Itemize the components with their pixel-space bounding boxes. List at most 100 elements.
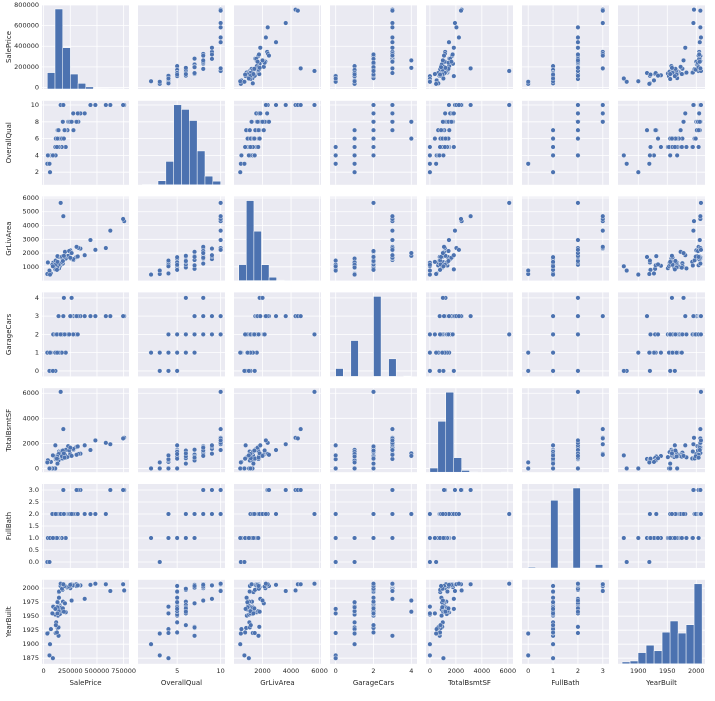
scatter-point	[298, 426, 304, 432]
scatter-point	[218, 228, 224, 234]
histogram-bar	[437, 421, 447, 473]
scatter-point	[311, 102, 317, 108]
scatter-point	[54, 267, 60, 273]
scatter-point	[667, 465, 673, 471]
scatter-point	[165, 368, 171, 374]
scatter-point	[283, 20, 289, 26]
scatter-point	[174, 619, 180, 625]
scatter-point	[58, 331, 64, 337]
scatter-point	[451, 266, 457, 272]
x-tick-label: 2	[576, 667, 580, 675]
scatter-point	[66, 331, 72, 337]
histogram-bar	[693, 583, 703, 665]
scatter-point	[45, 152, 51, 158]
scatter-point	[107, 313, 113, 319]
scatter-point	[525, 350, 531, 356]
y-tick-label: 0	[35, 367, 39, 375]
scatter-point	[506, 200, 512, 206]
histogram-bar	[685, 624, 695, 665]
scatter-point	[653, 253, 659, 259]
scatter-point	[61, 450, 67, 456]
scatter-point	[266, 452, 272, 458]
scatter-point	[506, 331, 512, 337]
panel	[426, 100, 513, 185]
scatter-point	[655, 535, 661, 541]
scatter-point	[550, 606, 556, 612]
scatter-point	[371, 68, 377, 74]
scatter-point	[646, 271, 652, 277]
scatter-point	[550, 259, 556, 265]
scatter-point	[458, 8, 464, 14]
scatter-point	[575, 24, 581, 30]
scatter-point	[697, 426, 703, 432]
panel-background	[522, 388, 609, 473]
scatter-point	[87, 582, 93, 588]
scatter-point	[575, 200, 581, 206]
panel	[330, 292, 417, 377]
scatter-point	[260, 598, 266, 604]
scatter-point	[192, 535, 198, 541]
scatter-point	[174, 262, 180, 268]
scatter-point	[74, 244, 80, 250]
scatter-point	[667, 259, 673, 265]
scatter-point	[200, 250, 206, 256]
scatter-point	[445, 258, 451, 264]
scatter-point	[698, 34, 704, 40]
scatter-point	[209, 246, 215, 252]
scatter-point	[54, 610, 60, 616]
scatter-point	[427, 152, 433, 158]
scatter-point	[283, 487, 289, 493]
scatter-point	[456, 511, 462, 517]
x-tick-label: 4000	[283, 667, 300, 675]
scatter-point	[389, 633, 395, 639]
scatter-point	[669, 450, 675, 456]
scatter-point	[218, 447, 224, 453]
scatter-point	[445, 331, 451, 337]
scatter-point	[46, 465, 52, 471]
x-tick-label: 4000	[474, 667, 491, 675]
scatter-point	[352, 264, 358, 270]
histogram-bar	[149, 183, 159, 186]
scatter-point	[624, 268, 630, 274]
scatter-point	[550, 350, 556, 356]
scatter-point	[250, 80, 256, 86]
scatter-point	[249, 119, 255, 125]
scatter-point	[690, 535, 696, 541]
panel	[618, 388, 705, 473]
panel-background	[522, 5, 609, 89]
scatter-point	[92, 437, 98, 443]
scatter-point	[183, 535, 189, 541]
scatter-point	[157, 268, 163, 274]
scatter-point	[550, 655, 556, 661]
scatter-point	[575, 331, 581, 337]
scatter-point	[165, 80, 171, 86]
scatter-point	[263, 581, 269, 587]
scatter-point	[62, 455, 68, 461]
scatter-point	[352, 619, 358, 625]
scatter-point	[61, 136, 67, 142]
panel	[234, 484, 321, 568]
panel	[138, 196, 225, 281]
scatter-point	[389, 102, 395, 108]
panel	[522, 484, 609, 569]
scatter-point	[200, 331, 206, 337]
scatter-point	[427, 262, 433, 268]
scatter-point	[635, 535, 641, 541]
scatter-point	[389, 70, 395, 76]
scatter-point	[550, 442, 556, 448]
panel	[234, 292, 321, 377]
scatter-point	[242, 72, 248, 78]
scatter-point	[389, 119, 395, 125]
scatter-point	[371, 144, 377, 150]
scatter-point	[87, 102, 93, 108]
scatter-point	[575, 34, 581, 40]
scatter-point	[575, 313, 581, 319]
scatter-point	[635, 465, 641, 471]
scatter-point	[69, 119, 75, 125]
scatter-point	[157, 652, 163, 658]
scatter-point	[200, 261, 206, 267]
scatter-point	[165, 604, 171, 610]
panel	[426, 579, 513, 664]
y-tick-label: 2.0	[29, 510, 39, 518]
scatter-point	[690, 487, 696, 493]
